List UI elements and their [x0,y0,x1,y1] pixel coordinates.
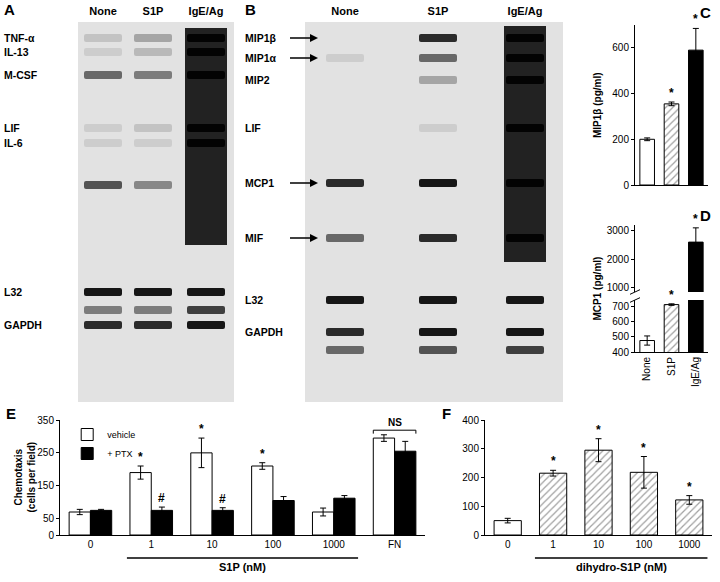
svg-text:300: 300 [462,443,479,454]
svg-text:0: 0 [88,539,94,550]
svg-text:C: C [700,4,711,21]
svg-text:1: 1 [148,539,154,550]
svg-text:Chemotaxis(cells per field): Chemotaxis(cells per field) [13,442,37,513]
svg-text:MIF: MIF [245,232,264,244]
svg-text:IL-6: IL-6 [4,137,23,149]
svg-text:NS: NS [388,417,402,428]
svg-text:MIP1β (pg/ml): MIP1β (pg/ml) [592,72,603,138]
svg-text:400: 400 [612,347,629,358]
svg-text:IgE/Ag: IgE/Ag [189,5,224,17]
svg-text:None: None [331,5,359,17]
svg-text:*: * [551,454,556,468]
svg-text:#: # [219,492,226,506]
svg-text:1000: 1000 [678,539,701,550]
svg-text:400: 400 [462,415,479,426]
svg-text:3000: 3000 [607,225,630,236]
svg-text:600: 600 [612,42,629,53]
svg-text:E: E [6,405,16,422]
svg-text:*: * [669,86,674,100]
svg-text:LIF: LIF [245,122,261,134]
svg-text:S1P: S1P [666,357,677,376]
svg-text:None: None [89,5,117,17]
svg-text:600: 600 [612,316,629,327]
svg-text:MIP1α: MIP1α [245,52,277,64]
svg-text:0: 0 [505,539,511,550]
svg-text:*: * [693,12,698,26]
svg-text:IgE/Ag: IgE/Ag [690,357,701,387]
svg-text:GAPDH: GAPDH [4,319,42,331]
svg-text:None: None [641,357,652,381]
svg-text:B: B [245,1,256,18]
svg-text:*: * [693,212,698,226]
svg-text:MCP1: MCP1 [245,177,274,189]
svg-text:MIP1β: MIP1β [245,32,277,44]
svg-text:*: * [596,423,601,437]
svg-text:IL-13: IL-13 [4,46,29,58]
svg-text:F: F [442,405,451,422]
svg-text:2000: 2000 [607,254,630,265]
svg-text:L32: L32 [4,286,22,298]
svg-text:MIP2: MIP2 [245,74,270,86]
svg-text:100: 100 [265,539,282,550]
svg-text:500: 500 [612,331,629,342]
svg-text:0: 0 [473,530,479,541]
svg-text:*: * [199,422,204,436]
svg-text:FN: FN [388,539,401,550]
svg-text:S1P: S1P [143,5,164,17]
svg-text:10: 10 [593,539,605,550]
svg-text:IgE/Ag: IgE/Ag [508,5,543,17]
svg-text:250: 250 [37,447,54,458]
svg-text:*: * [641,441,646,455]
svg-text:+ PTX: + PTX [107,449,132,459]
svg-text:1000: 1000 [607,282,630,293]
svg-text:0: 0 [623,180,629,191]
svg-text:*: * [138,450,143,464]
svg-text:200: 200 [462,472,479,483]
svg-text:*: * [260,447,265,461]
svg-text:M-CSF: M-CSF [4,69,38,81]
svg-text:400: 400 [612,88,629,99]
svg-text:dihydro-S1P (nM): dihydro-S1P (nM) [576,561,667,573]
svg-text:*: * [687,480,692,494]
svg-text:100: 100 [636,539,653,550]
svg-text:1000: 1000 [323,539,346,550]
svg-text:700: 700 [612,301,629,312]
svg-text:0: 0 [48,530,54,541]
svg-text:#: # [158,491,165,505]
svg-text:1: 1 [550,539,556,550]
svg-text:S1P: S1P [428,5,449,17]
svg-text:vehicle: vehicle [107,430,135,440]
svg-text:350: 350 [37,415,54,426]
svg-text:L32: L32 [245,294,263,306]
svg-text:*: * [669,288,674,302]
svg-text:50: 50 [43,513,55,524]
svg-text:100: 100 [462,501,479,512]
svg-text:LIF: LIF [4,122,20,134]
svg-text:200: 200 [612,134,629,145]
svg-text:MCP1 (pg/ml): MCP1 (pg/ml) [592,257,603,321]
svg-text:GAPDH: GAPDH [245,326,283,338]
svg-text:S1P (nM): S1P (nM) [219,561,266,573]
svg-text:TNF-α: TNF-α [4,32,35,44]
svg-text:D: D [700,207,711,224]
svg-text:A: A [4,1,15,18]
svg-text:10: 10 [207,539,219,550]
svg-text:150: 150 [37,480,54,491]
